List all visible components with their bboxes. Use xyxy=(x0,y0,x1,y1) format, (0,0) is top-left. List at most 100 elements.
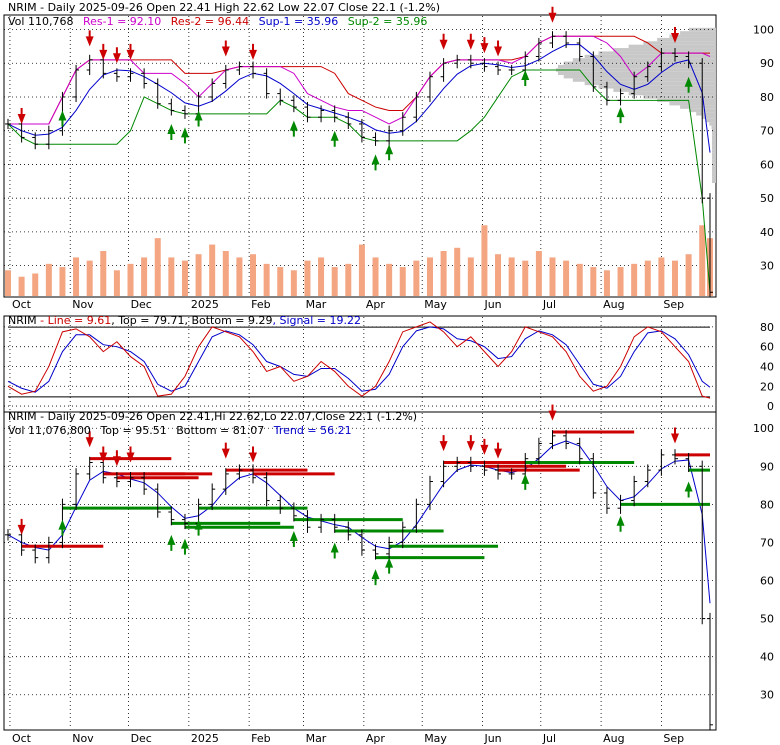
legend-sup1: Sup-1 = 35.96 xyxy=(259,15,339,28)
trend-legend-volume: Vol 11,076,800 xyxy=(8,424,91,437)
volume-profile-bar xyxy=(712,132,716,136)
trend-legend-bottom: Bottom = 81.07 xyxy=(176,424,264,437)
price-y-ticks: 100 90 80 70 60 50 40 30 xyxy=(753,23,774,272)
down-arrow-icon xyxy=(670,427,679,444)
y-tick-label: 80 xyxy=(760,91,774,104)
x-tick-label: Sep xyxy=(663,298,684,311)
volume-profile-bar xyxy=(598,85,716,89)
up-arrow-icon xyxy=(385,557,394,574)
oscillator-line xyxy=(7,321,711,399)
volume-bar xyxy=(100,251,107,296)
volume-bar xyxy=(345,263,352,296)
volume-bar xyxy=(481,225,488,296)
volume-bar xyxy=(141,257,148,296)
x-tick-label: Sep xyxy=(663,732,684,745)
volume-bar xyxy=(250,254,257,296)
up-arrow-icon xyxy=(289,120,298,137)
down-arrow-icon xyxy=(548,404,557,421)
up-arrow-icon xyxy=(58,110,67,127)
volume-bar xyxy=(658,257,665,296)
trend-price-bars xyxy=(5,430,713,731)
volume-profile-bar xyxy=(584,54,716,59)
y-tick-label: 40 xyxy=(760,360,774,373)
up-arrow-icon xyxy=(684,76,693,93)
price-panel-legend: Vol 110,768 Res-1 = 92.10 Res-2 = 96.44 … xyxy=(8,15,427,28)
x-tick-label: Apr xyxy=(366,732,386,745)
trend-panel-frame xyxy=(3,411,717,731)
x-tick-label: Aug xyxy=(603,298,624,311)
y-tick-label: 0 xyxy=(767,400,774,413)
down-arrow-icon xyxy=(99,446,108,463)
volume-profile-bar xyxy=(712,145,716,150)
volume-bar xyxy=(508,257,515,296)
legend-res2: Res-2 = 96.44 xyxy=(171,15,249,28)
volume-profile-bar xyxy=(669,34,716,38)
y-tick-label: 20 xyxy=(760,380,774,393)
volume-profile-bar xyxy=(709,122,716,126)
x-tick-label: Jun xyxy=(483,298,501,311)
volume-profile-bar xyxy=(563,75,716,79)
trend-legend-top: Top = 95.51 xyxy=(99,424,166,437)
volume-bar xyxy=(399,267,406,296)
volume-bar xyxy=(440,251,447,296)
volume-bar xyxy=(222,251,229,296)
x-tick-label: Apr xyxy=(366,298,386,311)
volume-bar xyxy=(168,257,175,296)
oscillator-panel: 80 60 40 20 0 NRIM - Line = 9.61, Top = 79.7… xyxy=(3,314,774,413)
volume-profile-bar xyxy=(657,37,716,42)
down-arrow-icon xyxy=(126,43,135,60)
volume-profile-bar xyxy=(557,64,716,69)
trend-legend-trend: Trend = 56.21 xyxy=(273,424,352,437)
x-tick-label: Mar xyxy=(306,298,327,311)
up-arrow-icon xyxy=(330,542,339,559)
down-arrow-icon xyxy=(480,37,489,54)
osc-title-top: , Top = 79.71 xyxy=(111,314,184,327)
volume-profile-bar xyxy=(712,149,716,153)
volume-profile-bar xyxy=(712,135,716,140)
volume-bar xyxy=(5,270,11,296)
volume-profile-bar xyxy=(712,159,716,163)
trend-panel: 100 90 80 70 60 50 40 30 Oct Nov Dec 2025 Feb Mar Apr… xyxy=(3,404,774,745)
volume-profile-bar xyxy=(696,112,716,116)
volume-bar xyxy=(358,244,365,296)
volume-profile-bar xyxy=(706,118,716,123)
up-arrow-icon xyxy=(521,473,530,490)
trend-panel-legend: Vol 11,076,800 Top = 95.51 Bottom = 81.0… xyxy=(8,424,352,437)
price-x-ticks: Oct Nov Dec 2025 Feb Mar Apr May Jun Jul Aug Sep xyxy=(12,298,684,311)
y-tick-label: 60 xyxy=(760,158,774,171)
up-arrow-icon xyxy=(521,69,530,86)
osc-title-line: - Line = 9.61 xyxy=(37,314,112,327)
down-arrow-icon xyxy=(494,40,503,57)
up-arrow-icon xyxy=(684,481,693,498)
up-arrow-icon xyxy=(58,519,67,536)
trend-x-ticks: Oct Nov Dec 2025 Feb Mar Apr May Jun Jul Aug Sep xyxy=(12,732,684,745)
up-arrow-icon xyxy=(371,154,380,171)
y-tick-label: 90 xyxy=(760,460,774,473)
volume-profile-bar xyxy=(712,166,716,170)
volume-profile-bar xyxy=(712,169,716,173)
y-tick-label: 40 xyxy=(760,651,774,664)
up-arrow-icon xyxy=(371,569,380,586)
y-tick-label: 50 xyxy=(760,192,774,205)
volume-profile-bar xyxy=(712,156,716,160)
down-arrow-icon xyxy=(670,26,679,43)
legend-res1: Res-1 = 92.10 xyxy=(83,15,161,28)
y-tick-label: 60 xyxy=(760,575,774,588)
volume-bar xyxy=(386,263,393,296)
down-arrow-icon xyxy=(249,43,258,60)
x-tick-label: Nov xyxy=(72,732,94,745)
x-tick-label: Dec xyxy=(131,732,152,745)
volume-profile-bar xyxy=(669,102,716,106)
trend-y-ticks: 100 90 80 70 60 50 40 30 xyxy=(753,422,774,702)
volume-bar xyxy=(467,257,474,296)
volume-bar xyxy=(631,263,638,296)
up-arrow-icon xyxy=(616,107,625,124)
volume-profile xyxy=(556,27,716,183)
res1-line xyxy=(8,35,711,125)
down-arrow-icon xyxy=(466,33,475,50)
y-tick-label: 80 xyxy=(760,498,774,511)
down-arrow-icon xyxy=(494,442,503,459)
volume-profile-bar xyxy=(712,142,716,146)
down-arrow-icon xyxy=(112,47,121,64)
up-arrow-icon xyxy=(330,130,339,147)
